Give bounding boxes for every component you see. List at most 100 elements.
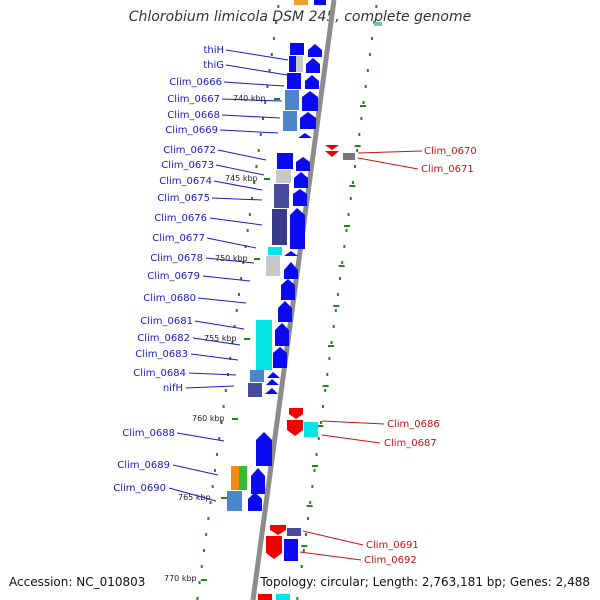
gene-label[interactable]: Clim_0692 bbox=[364, 555, 417, 566]
gene-label[interactable]: Clim_0686 bbox=[387, 419, 440, 430]
gene-block bbox=[374, 22, 382, 26]
gene-arrow bbox=[284, 262, 298, 279]
leader-line bbox=[188, 372, 237, 376]
leader-line bbox=[194, 320, 245, 330]
gene-block bbox=[294, 0, 308, 5]
gene-arrow bbox=[275, 323, 289, 346]
track-dash bbox=[349, 185, 356, 187]
gene-label[interactable]: Clim_0666 bbox=[169, 77, 222, 88]
track-dot bbox=[268, 69, 271, 72]
gene-arrow bbox=[248, 492, 262, 511]
track-dot bbox=[216, 453, 219, 456]
gene-block bbox=[285, 90, 299, 110]
track-dot bbox=[229, 357, 232, 360]
gene-label[interactable]: Clim_0669 bbox=[165, 125, 218, 136]
gene-block bbox=[296, 56, 303, 72]
gene-label[interactable]: nifH bbox=[163, 383, 183, 394]
gene-label[interactable]: Clim_0688 bbox=[122, 428, 175, 439]
gene-block bbox=[283, 111, 297, 131]
gene-block bbox=[284, 539, 298, 561]
track-dash bbox=[328, 345, 334, 347]
gene-label[interactable]: Clim_0676 bbox=[154, 213, 207, 224]
track-dot bbox=[244, 245, 247, 248]
gene-block bbox=[256, 320, 272, 370]
left-gene-labels: thiH thiG Clim_0666 Clim_0667 Clim_0668 … bbox=[113, 45, 224, 494]
gene-block bbox=[287, 528, 301, 536]
track-dot bbox=[235, 309, 238, 312]
gene-label[interactable]: Clim_0689 bbox=[117, 460, 170, 471]
track-dot bbox=[262, 117, 265, 120]
leader-line bbox=[302, 530, 364, 546]
leader-line bbox=[321, 420, 385, 425]
gene-block bbox=[343, 153, 355, 160]
gene-arrow bbox=[273, 347, 287, 368]
scale-label: 745 kbp bbox=[225, 174, 258, 183]
track-dot bbox=[307, 517, 310, 520]
gene-label[interactable]: Clim_0684 bbox=[133, 368, 186, 379]
track-dot bbox=[360, 117, 363, 120]
gene-block bbox=[248, 383, 262, 397]
gene-label[interactable]: Clim_0690 bbox=[113, 483, 166, 494]
track-dot bbox=[248, 213, 251, 216]
gene-label[interactable]: Clim_0670 bbox=[424, 146, 477, 157]
track-dot bbox=[364, 85, 367, 88]
gene-label[interactable]: Clim_0668 bbox=[167, 110, 220, 121]
track-dot bbox=[304, 533, 307, 536]
track-dot bbox=[296, 597, 299, 600]
gene-arrow bbox=[294, 172, 308, 188]
gene-label[interactable]: Clim_0677 bbox=[152, 233, 205, 244]
gene-label[interactable]: Clim_0671 bbox=[421, 164, 474, 175]
gene-arrow bbox=[325, 151, 339, 157]
gene-label[interactable]: Clim_0687 bbox=[384, 438, 437, 449]
gene-arrow bbox=[267, 372, 280, 378]
gene-arrow bbox=[306, 58, 320, 73]
leader-line bbox=[221, 114, 281, 119]
track-dash bbox=[344, 225, 350, 227]
gene-arrow bbox=[290, 208, 305, 249]
track-dot bbox=[242, 261, 245, 264]
gene-arrow bbox=[266, 536, 282, 559]
leader-line bbox=[176, 432, 225, 442]
track-dot bbox=[343, 245, 346, 248]
gene-block bbox=[272, 209, 287, 245]
gene-arrow bbox=[284, 251, 298, 256]
track-dot bbox=[251, 197, 254, 200]
leader-line bbox=[217, 149, 267, 161]
gene-label[interactable]: Clim_0680 bbox=[143, 293, 196, 304]
gene-arrow bbox=[325, 145, 339, 150]
leader-line bbox=[190, 353, 239, 361]
track-dash bbox=[354, 145, 361, 147]
leader-line bbox=[357, 157, 419, 170]
gene-label[interactable]: Clim_0679 bbox=[147, 271, 200, 282]
gene-label[interactable]: Clim_0672 bbox=[163, 145, 216, 156]
track-dot bbox=[213, 469, 216, 472]
gene-arrow bbox=[278, 301, 292, 322]
track-dot bbox=[237, 293, 240, 296]
gene-block bbox=[231, 466, 240, 490]
gene-label[interactable]: Clim_0675 bbox=[157, 193, 210, 204]
gene-block bbox=[277, 153, 293, 169]
gene-arrow bbox=[293, 189, 307, 206]
gene-arrow bbox=[289, 408, 303, 419]
gene-block bbox=[266, 256, 280, 276]
track-dot bbox=[313, 469, 316, 472]
leader-line bbox=[225, 64, 288, 76]
gene-label[interactable]: thiG bbox=[203, 60, 224, 71]
track-dot bbox=[358, 133, 361, 136]
gene-label[interactable]: Clim_0683 bbox=[135, 349, 188, 360]
gene-block bbox=[290, 43, 304, 55]
gene-label[interactable]: Clim_0682 bbox=[137, 333, 190, 344]
gene-label[interactable]: Clim_0691 bbox=[366, 540, 419, 551]
track-dot bbox=[311, 485, 314, 488]
gene-label[interactable]: Clim_0678 bbox=[150, 253, 203, 264]
gene-label[interactable]: Clim_0674 bbox=[159, 176, 212, 187]
gene-cluster-3 bbox=[227, 432, 272, 511]
gene-label[interactable]: Clim_0667 bbox=[167, 94, 220, 105]
gene-block bbox=[314, 0, 326, 5]
track-dot bbox=[368, 53, 371, 56]
gene-label[interactable]: Clim_0681 bbox=[140, 316, 193, 327]
gene-label[interactable]: Clim_0673 bbox=[161, 160, 214, 171]
gene-label[interactable]: thiH bbox=[203, 45, 224, 56]
leader-line bbox=[197, 297, 247, 304]
